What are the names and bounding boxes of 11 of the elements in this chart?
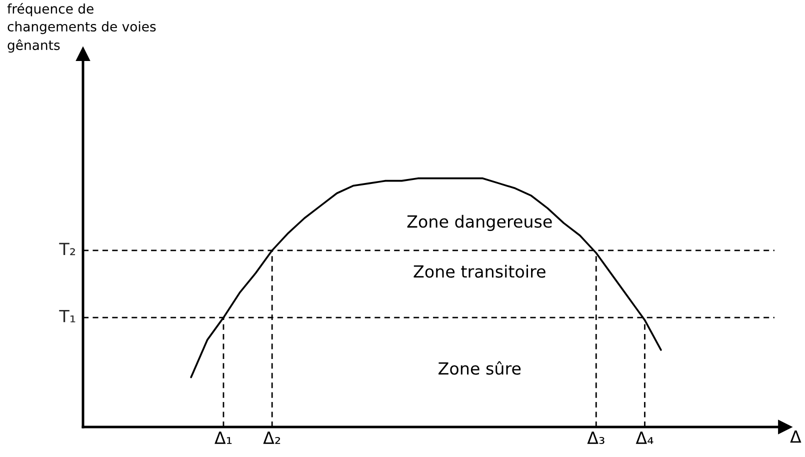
annotation: Zone sûre — [438, 361, 521, 375]
annotation: Zone transitoire — [414, 264, 546, 278]
x-tick-label: Δ₂ — [263, 432, 280, 444]
x-tick-label: Δ₄ — [636, 432, 654, 444]
ref-line-label: T₂ — [59, 242, 76, 256]
x-tick-label: Δ₁ — [214, 432, 232, 444]
text: Δ — [790, 430, 802, 443]
ref-line-label: T₁ — [59, 310, 76, 322]
x-tick-label: Δ₃ — [587, 432, 604, 444]
text: fréquence de changements de voies gênants — [7, 3, 156, 53]
annotation: Zone dangereuse — [407, 214, 552, 232]
